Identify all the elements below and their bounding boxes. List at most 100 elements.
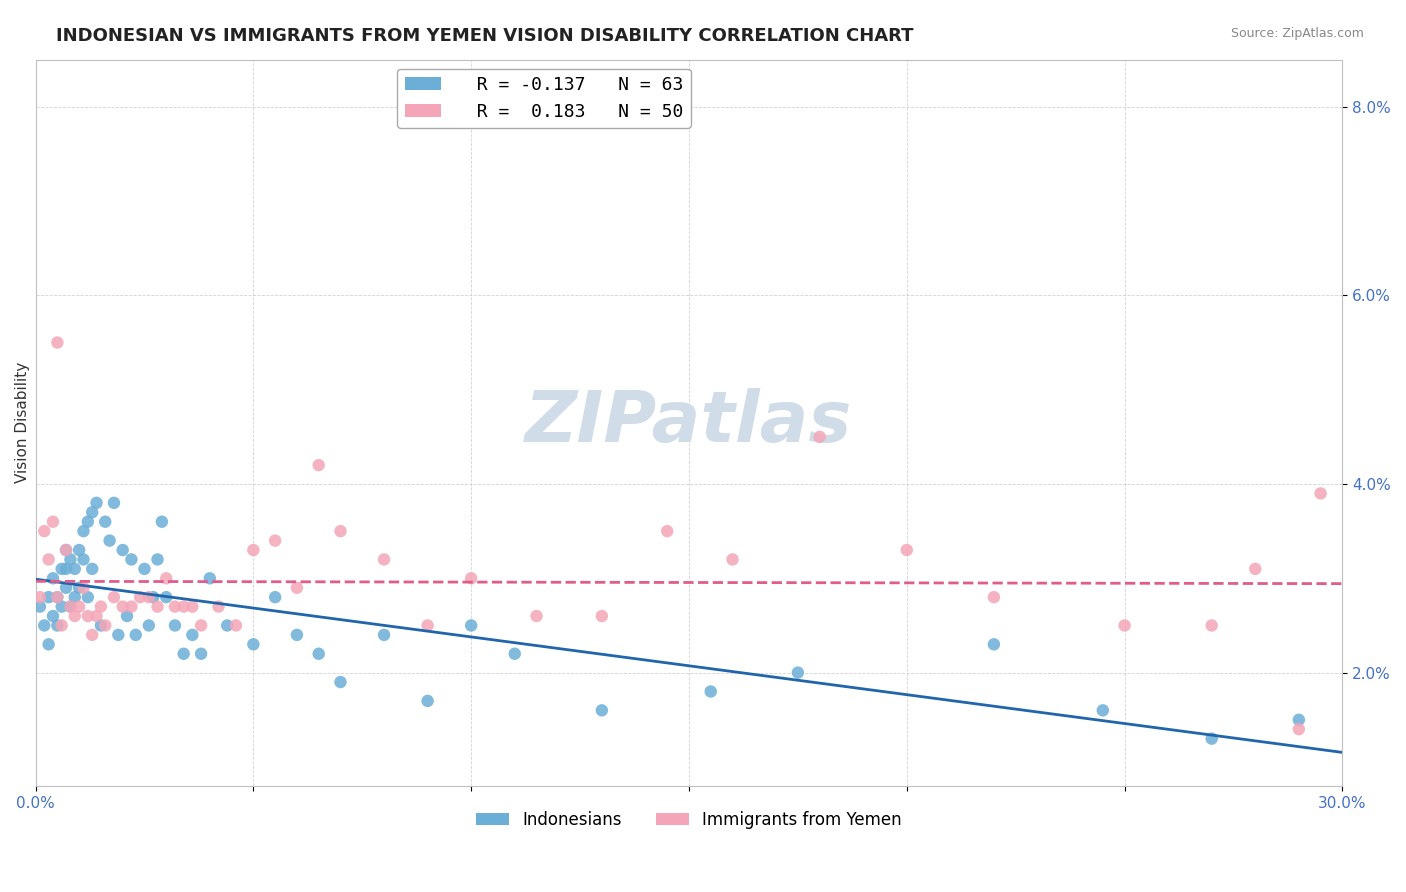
Point xyxy=(115,609,138,624)
Point xyxy=(264,533,287,548)
Point xyxy=(55,543,77,558)
Point xyxy=(46,590,69,604)
Point xyxy=(111,599,134,614)
Point xyxy=(28,599,51,614)
Point xyxy=(63,609,86,624)
Point xyxy=(72,524,94,538)
Point xyxy=(163,599,186,614)
Point xyxy=(373,552,395,566)
Point xyxy=(111,543,134,558)
Point xyxy=(657,524,679,538)
Point xyxy=(460,618,482,632)
Point xyxy=(67,599,90,614)
Point xyxy=(38,590,60,604)
Point xyxy=(700,684,723,698)
Point xyxy=(198,571,221,585)
Point xyxy=(1244,562,1267,576)
Point xyxy=(90,618,112,632)
Point xyxy=(63,590,86,604)
Legend: Indonesians, Immigrants from Yemen: Indonesians, Immigrants from Yemen xyxy=(470,805,908,836)
Point xyxy=(329,524,352,538)
Point xyxy=(242,543,264,558)
Text: ZIPatlas: ZIPatlas xyxy=(526,388,852,458)
Point xyxy=(59,552,82,566)
Point xyxy=(207,599,229,614)
Point xyxy=(1288,713,1310,727)
Point xyxy=(82,562,104,576)
Point xyxy=(242,637,264,651)
Point xyxy=(308,458,330,472)
Point xyxy=(155,590,177,604)
Point xyxy=(129,590,152,604)
Point xyxy=(42,609,65,624)
Point xyxy=(72,552,94,566)
Point xyxy=(76,609,98,624)
Point xyxy=(329,675,352,690)
Point xyxy=(51,618,73,632)
Point xyxy=(173,647,195,661)
Point xyxy=(51,599,73,614)
Point xyxy=(217,618,239,632)
Point xyxy=(32,618,55,632)
Point xyxy=(103,496,125,510)
Point xyxy=(983,637,1005,651)
Point xyxy=(46,618,69,632)
Point xyxy=(107,628,129,642)
Point xyxy=(1114,618,1136,632)
Point xyxy=(38,637,60,651)
Point xyxy=(150,515,173,529)
Point xyxy=(1091,703,1114,717)
Point xyxy=(146,552,169,566)
Point xyxy=(46,335,69,350)
Point xyxy=(67,543,90,558)
Point xyxy=(460,571,482,585)
Point xyxy=(264,590,287,604)
Point xyxy=(163,618,186,632)
Point xyxy=(181,599,204,614)
Point xyxy=(46,590,69,604)
Point xyxy=(90,599,112,614)
Point xyxy=(120,552,142,566)
Point xyxy=(76,590,98,604)
Point xyxy=(155,571,177,585)
Point xyxy=(63,562,86,576)
Point xyxy=(1288,722,1310,736)
Text: INDONESIAN VS IMMIGRANTS FROM YEMEN VISION DISABILITY CORRELATION CHART: INDONESIAN VS IMMIGRANTS FROM YEMEN VISI… xyxy=(56,27,914,45)
Point xyxy=(721,552,744,566)
Point xyxy=(1201,731,1223,746)
Point xyxy=(42,571,65,585)
Point xyxy=(808,430,831,444)
Y-axis label: Vision Disability: Vision Disability xyxy=(15,362,30,483)
Point xyxy=(138,618,160,632)
Text: Source: ZipAtlas.com: Source: ZipAtlas.com xyxy=(1230,27,1364,40)
Point xyxy=(786,665,808,680)
Point xyxy=(285,581,308,595)
Point xyxy=(146,599,169,614)
Point xyxy=(82,505,104,519)
Point xyxy=(285,628,308,642)
Point xyxy=(416,694,439,708)
Point xyxy=(55,581,77,595)
Point xyxy=(98,533,121,548)
Point xyxy=(591,703,613,717)
Point xyxy=(51,562,73,576)
Point xyxy=(94,515,117,529)
Point xyxy=(94,618,117,632)
Point xyxy=(983,590,1005,604)
Point xyxy=(1309,486,1331,500)
Point xyxy=(373,628,395,642)
Point xyxy=(59,599,82,614)
Point xyxy=(896,543,918,558)
Point xyxy=(190,618,212,632)
Point xyxy=(82,628,104,642)
Point xyxy=(72,581,94,595)
Point xyxy=(28,590,51,604)
Point xyxy=(591,609,613,624)
Point xyxy=(134,562,156,576)
Point xyxy=(86,609,108,624)
Point xyxy=(67,581,90,595)
Point xyxy=(32,524,55,538)
Point xyxy=(1201,618,1223,632)
Point xyxy=(76,515,98,529)
Point xyxy=(173,599,195,614)
